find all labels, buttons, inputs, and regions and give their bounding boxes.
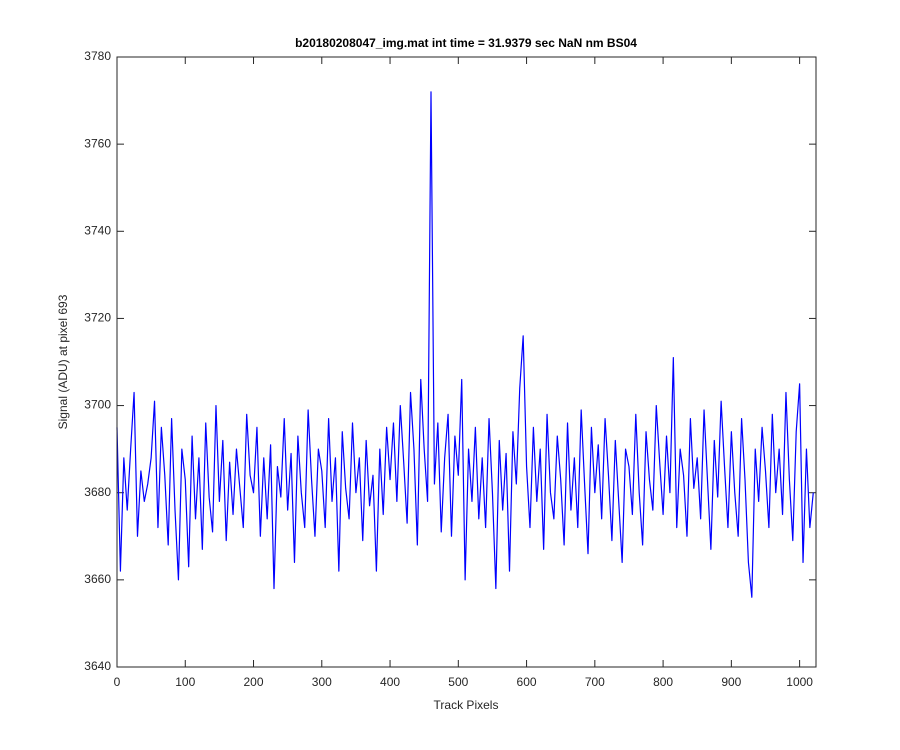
y-tick-label: 3760 [84,136,111,150]
x-tick-label: 400 [380,675,400,689]
y-tick-label: 3720 [84,311,111,325]
y-tick-label: 3780 [84,49,111,63]
x-tick-label: 800 [653,675,673,689]
chart-title: b20180208047_img.mat int time = 31.9379 … [295,36,637,50]
y-tick-label: 3700 [84,398,111,412]
x-tick-label: 700 [585,675,605,689]
plot-area [117,57,816,667]
x-tick-label: 100 [175,675,195,689]
x-tick-label: 200 [244,675,264,689]
x-tick-label: 1000 [786,675,813,689]
y-axis-label: Signal (ADU) at pixel 693 [56,294,70,429]
y-tick-label: 3680 [84,485,111,499]
y-tick-label: 3740 [84,223,111,237]
y-tick-label: 3660 [84,572,111,586]
x-tick-label: 300 [312,675,332,689]
y-tick-label: 3640 [84,659,111,673]
data-line [116,91,814,598]
x-tick-label: 600 [517,675,537,689]
x-tick-label: 500 [448,675,468,689]
x-tick-label: 0 [114,675,121,689]
x-axis-label: Track Pixels [434,698,499,712]
x-tick-label: 900 [721,675,741,689]
axes-box [116,56,817,668]
